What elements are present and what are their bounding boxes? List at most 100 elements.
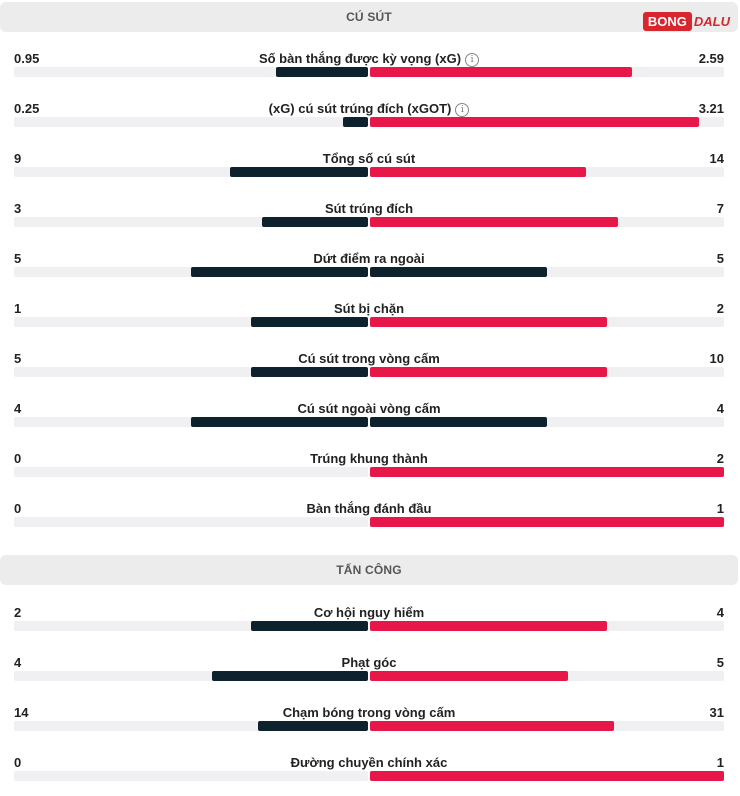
away-bar-track <box>370 517 724 527</box>
stat-label-text: Cú sút ngoài vòng cấm <box>297 401 441 416</box>
home-value: 0 <box>14 501 22 516</box>
home-value: 0 <box>14 755 22 770</box>
home-bar-track <box>14 67 368 77</box>
stat-label: Bàn thắng đánh đầu <box>14 501 724 517</box>
away-bar-track <box>370 417 724 427</box>
stat-row: 0.25 (xG) cú sút trúng đích (xGOT) i 3.21 <box>14 101 724 131</box>
home-bar-track <box>14 267 368 277</box>
away-bar-fill <box>370 167 586 177</box>
stat-label: Trúng khung thành <box>14 451 724 467</box>
home-value: 0.25 <box>14 101 40 116</box>
away-bar-fill <box>370 621 608 631</box>
stat-label: Chạm bóng trong vòng cấm <box>14 705 724 721</box>
home-bar-track <box>14 217 368 227</box>
stat-label-text: Phạt góc <box>341 655 397 670</box>
away-bar-track <box>370 217 724 227</box>
section-title-shots: CÚ SÚT <box>346 10 392 24</box>
away-bar-fill <box>370 67 632 77</box>
home-bar-fill <box>191 417 368 427</box>
home-bar-track <box>14 117 368 127</box>
home-value: 4 <box>14 655 22 670</box>
section-header-shots: CÚ SÚT <box>0 2 738 32</box>
home-value: 4 <box>14 401 22 416</box>
stat-label-text: Trúng khung thành <box>310 451 428 466</box>
home-bar-track <box>14 721 368 731</box>
away-value: 1 <box>716 501 724 516</box>
stat-label: Số bàn thắng được kỳ vọng (xG) i <box>14 51 724 67</box>
info-icon[interactable]: i <box>455 102 470 117</box>
info-icon[interactable]: i <box>465 52 480 67</box>
home-value: 1 <box>14 301 22 316</box>
stat-row: 14 Chạm bóng trong vòng cấm 31 <box>14 705 724 735</box>
away-value: 4 <box>716 605 724 620</box>
away-bar-fill <box>370 517 724 527</box>
stat-label-text: Tổng số cú sút <box>322 151 416 166</box>
stat-label: Sút bị chặn <box>14 301 724 317</box>
stat-label-text: Số bàn thắng được kỳ vọng (xG) <box>258 51 462 66</box>
away-value: 5 <box>716 655 724 670</box>
home-bar-track <box>14 367 368 377</box>
section-title-attack: TẤN CÔNG <box>336 563 402 577</box>
away-bar-fill <box>370 771 724 781</box>
home-bar-fill <box>212 671 368 681</box>
stat-row: 0 Bàn thắng đánh đầu 1 <box>14 501 724 531</box>
away-bar-track <box>370 621 724 631</box>
away-value: 10 <box>709 351 724 366</box>
home-bar-fill <box>343 117 368 127</box>
away-bar-fill <box>370 721 615 731</box>
stat-row: 4 Phạt góc 5 <box>14 655 724 685</box>
stat-label-text: Bàn thắng đánh đầu <box>306 501 432 516</box>
home-bar-track <box>14 417 368 427</box>
home-bar-track <box>14 671 368 681</box>
stat-label-text: Đường chuyền chính xác <box>290 755 448 770</box>
away-value: 2.59 <box>698 51 724 66</box>
home-bar-track <box>14 317 368 327</box>
stat-row: 5 Cú sút trong vòng cấm 10 <box>14 351 724 381</box>
home-value: 5 <box>14 251 22 266</box>
logo-sub: DALU <box>693 13 730 29</box>
away-bar-track <box>370 467 724 477</box>
away-value: 14 <box>709 151 724 166</box>
away-value: 31 <box>709 705 724 720</box>
home-bar-track <box>14 517 368 527</box>
stat-label: Cú sút ngoài vòng cấm <box>14 401 724 417</box>
stat-row: 3 Sút trúng đích 7 <box>14 201 724 231</box>
stat-label: Sút trúng đích <box>14 201 724 217</box>
away-value: 4 <box>716 401 724 416</box>
stat-row: 2 Cơ hội nguy hiểm 4 <box>14 605 724 635</box>
stat-row: 5 Dứt điểm ra ngoài 5 <box>14 251 724 281</box>
section-header-attack: TẤN CÔNG <box>0 555 738 585</box>
home-bar-track <box>14 621 368 631</box>
stat-label-text: Dứt điểm ra ngoài <box>313 251 425 266</box>
stat-label: Đường chuyền chính xác <box>14 755 724 771</box>
away-value: 7 <box>716 201 724 216</box>
home-value: 0 <box>14 451 22 466</box>
home-value: 3 <box>14 201 22 216</box>
away-bar-fill <box>370 217 618 227</box>
home-bar-fill <box>275 67 368 77</box>
home-bar-fill <box>261 217 368 227</box>
away-bar-track <box>370 367 724 377</box>
site-logo: BONG DALU <box>642 10 730 32</box>
away-value: 5 <box>716 251 724 266</box>
stat-label-text: Sút bị chặn <box>333 301 405 316</box>
home-bar-track <box>14 167 368 177</box>
away-bar-fill <box>370 267 547 277</box>
away-bar-track <box>370 771 724 781</box>
away-value: 2 <box>716 301 724 316</box>
stat-row: 1 Sút bị chặn 2 <box>14 301 724 331</box>
away-value: 1 <box>716 755 724 770</box>
stat-row: 9 Tổng số cú sút 14 <box>14 151 724 181</box>
stat-label: Dứt điểm ra ngoài <box>14 251 724 267</box>
away-bar-fill <box>370 317 608 327</box>
home-value: 0.95 <box>14 51 40 66</box>
home-bar-fill <box>251 317 368 327</box>
away-bar-fill <box>370 467 724 477</box>
away-bar-fill <box>370 417 547 427</box>
away-bar-track <box>370 267 724 277</box>
away-bar-track <box>370 67 724 77</box>
home-bar-fill <box>229 167 368 177</box>
away-value: 2 <box>716 451 724 466</box>
home-bar-fill <box>191 267 368 277</box>
away-bar-track <box>370 317 724 327</box>
